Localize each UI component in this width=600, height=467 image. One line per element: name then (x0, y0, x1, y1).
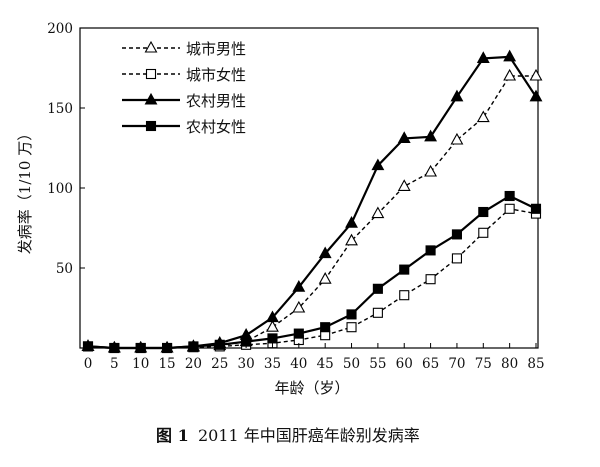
x-tick-label: 55 (369, 356, 386, 372)
legend-marker (144, 40, 158, 53)
legend-item: 城市女性 (122, 66, 246, 84)
data-point (478, 206, 489, 218)
data-point (503, 49, 517, 62)
legend-item: 农村女性 (122, 118, 246, 136)
data-point (425, 274, 436, 285)
data-point (478, 227, 489, 238)
data-point (397, 179, 411, 191)
legend-marker (145, 120, 157, 132)
x-tick-label: 15 (158, 356, 175, 372)
data-point (399, 290, 410, 301)
x-tick-label: 70 (448, 356, 465, 372)
legend-label: 城市男性 (186, 40, 246, 58)
series-1 (81, 68, 543, 353)
data-point (424, 129, 438, 142)
x-axis-label: 年龄（岁） (274, 379, 349, 397)
data-point (503, 68, 517, 81)
data-point (346, 309, 357, 320)
legend-item: 农村男性 (122, 92, 246, 110)
data-point (399, 264, 410, 275)
x-tick-label: 0 (84, 356, 93, 372)
y-tick-label: 150 (47, 101, 73, 117)
caption-label: 图 1 (156, 426, 189, 445)
data-point (371, 206, 385, 219)
data-point (267, 333, 278, 344)
x-tick-label: 20 (185, 356, 202, 372)
data-point (529, 68, 543, 81)
data-point (346, 322, 357, 333)
data-point (266, 320, 279, 332)
data-point (504, 203, 515, 214)
caption-text: 2011 年中国肝癌年龄别发病率 (198, 426, 420, 445)
y-tick-label: 200 (47, 21, 73, 37)
data-point (372, 283, 383, 294)
data-point (293, 328, 304, 339)
x-tick-label: 25 (211, 356, 228, 372)
x-tick-label: 35 (264, 356, 281, 372)
data-point (397, 131, 411, 143)
data-point (425, 245, 436, 256)
data-point (345, 233, 358, 246)
data-point (451, 229, 462, 240)
x-tick-label: 75 (475, 356, 492, 372)
data-point (530, 203, 542, 214)
legend-marker (144, 92, 158, 105)
x-tick-label: 60 (396, 356, 413, 372)
data-point (504, 190, 515, 202)
data-point (371, 158, 385, 171)
data-point (372, 307, 383, 318)
data-point (320, 322, 331, 333)
y-tick-label: 100 (47, 181, 73, 197)
legend-item: 城市男性 (122, 40, 246, 58)
data-point (450, 89, 464, 102)
data-point (318, 272, 332, 284)
data-point (476, 51, 490, 63)
legend-marker (145, 68, 157, 80)
legend-label: 农村女性 (186, 118, 246, 136)
x-tick-label: 65 (422, 356, 439, 372)
data-point (266, 310, 279, 323)
data-point (529, 89, 543, 102)
legend-label: 农村男性 (186, 92, 246, 110)
data-point (424, 164, 438, 177)
data-point (318, 246, 332, 259)
x-tick-label: 10 (132, 356, 149, 372)
x-tick-label: 80 (501, 356, 518, 372)
tick-labels: 0 5 10 15 20 25 30 35 40 45 50 55 60 65 70 75 80 85 50 100 1… (47, 21, 544, 372)
x-tick-label: 45 (317, 356, 334, 372)
data-point (345, 216, 358, 228)
data-point (451, 253, 462, 264)
x-tick-label: 50 (343, 356, 360, 372)
x-tick-label: 30 (238, 356, 255, 372)
series-line (87, 75, 536, 349)
x-tick-label: 5 (110, 356, 119, 372)
data-point (292, 280, 306, 292)
data-point (450, 132, 464, 145)
data-point (292, 300, 306, 313)
series-line (87, 208, 537, 349)
y-axis-label: 发病率（1/10 万） (16, 126, 34, 254)
y-tick-label: 50 (56, 261, 73, 277)
x-tick-label: 40 (290, 356, 307, 372)
legend-label: 城市女性 (186, 66, 246, 84)
x-tick-label: 85 (527, 356, 544, 372)
data-point (476, 110, 490, 123)
